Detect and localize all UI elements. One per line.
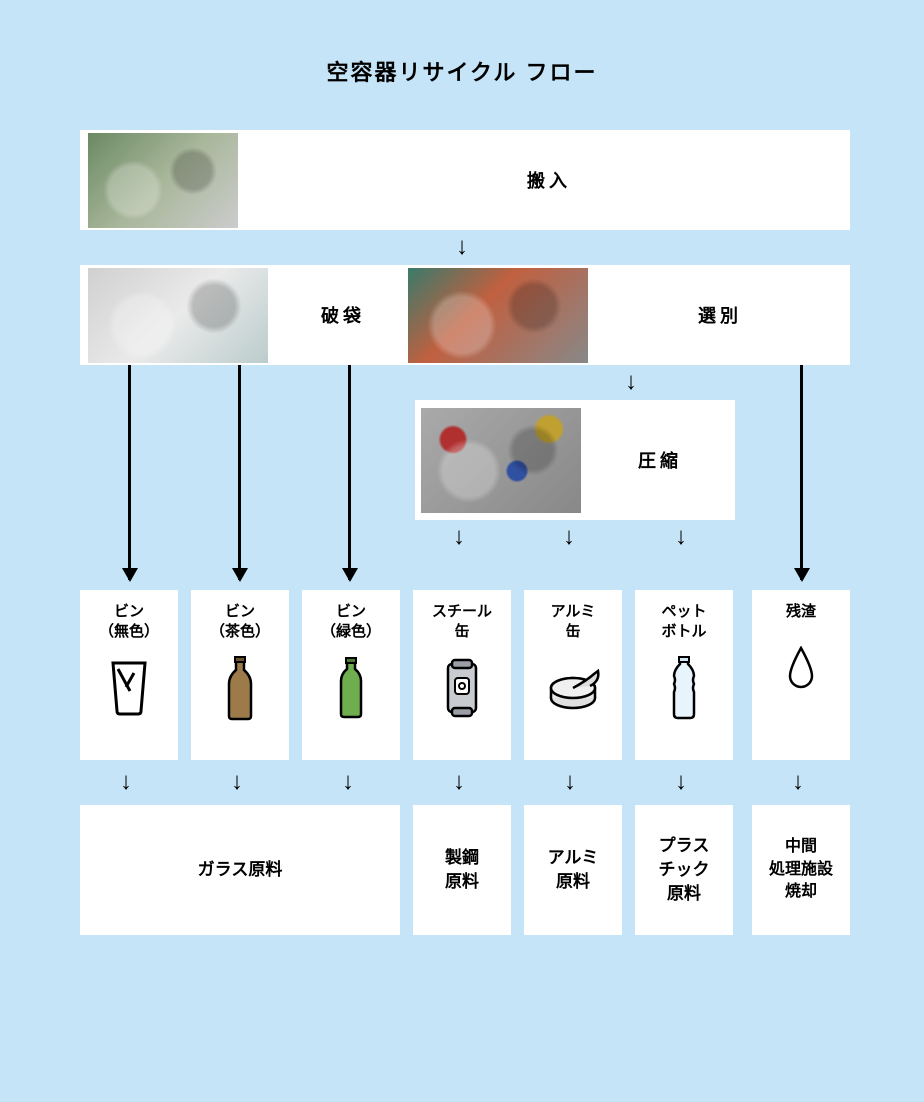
photo-sorting: [408, 268, 588, 363]
stage-compress: 圧縮: [415, 400, 735, 520]
arrow-down-icon: ↓: [564, 770, 576, 794]
cat-pet-bottle: ペットボトル: [635, 590, 733, 760]
arrow-down-icon: ↓: [675, 525, 687, 549]
out-steel: 製鋼 原料: [413, 805, 511, 935]
cat-bin-brown: ビン（茶色）: [191, 590, 289, 760]
arrow-down-icon: ↓: [120, 770, 132, 794]
cat-steel-can: スチール缶: [413, 590, 511, 760]
arrow-down-icon: ↓: [563, 525, 575, 549]
photo-intake: [88, 133, 238, 228]
arrow-long-icon: [800, 365, 803, 580]
arrow-down-icon: ↓: [456, 235, 468, 259]
cat-bin-green: ビン（緑色）: [302, 590, 400, 760]
label-bag-break: 破袋: [278, 302, 408, 328]
glass-brown-icon: [210, 653, 270, 723]
glass-green-icon: [321, 653, 381, 723]
cat-label: ビン（茶色）: [210, 602, 270, 641]
label-intake: 搬入: [248, 167, 850, 193]
cat-label: ビン（緑色）: [321, 602, 381, 641]
arrow-long-icon: [238, 365, 241, 580]
label-compress: 圧縮: [591, 447, 729, 473]
arrow-down-icon: ↓: [453, 525, 465, 549]
droplet-icon: [771, 634, 831, 704]
stage-bag-sort: 破袋 選別: [80, 265, 850, 365]
cat-label: ペットボトル: [661, 602, 706, 641]
label-sorting: 選別: [598, 302, 842, 328]
arrow-down-icon: ↓: [231, 770, 243, 794]
cat-alum-can: アルミ缶: [524, 590, 622, 760]
arrow-long-icon: [348, 365, 351, 580]
glass-clear-icon: [99, 653, 159, 723]
arrow-down-icon: ↓: [792, 770, 804, 794]
photo-bag-break: [88, 268, 268, 363]
cat-label: スチール缶: [432, 602, 492, 641]
arrow-down-icon: ↓: [342, 770, 354, 794]
cat-label: 残渣: [786, 602, 816, 622]
cat-label: アルミ缶: [551, 602, 596, 641]
arrow-down-icon: ↓: [625, 370, 637, 394]
out-plastic: プラス チック 原料: [635, 805, 733, 935]
out-residue: 中間 処理施設 焼却: [752, 805, 850, 935]
cat-label: ビン（無色）: [99, 602, 159, 641]
alum-can-icon: [543, 653, 603, 723]
stage-intake: 搬入: [80, 130, 850, 230]
steel-can-icon: [432, 653, 492, 723]
out-alum: アルミ 原料: [524, 805, 622, 935]
out-glass: ガラス原料: [80, 805, 400, 935]
arrow-down-icon: ↓: [453, 770, 465, 794]
page-title: 空容器リサイクル フロー: [0, 0, 924, 87]
cat-bin-clear: ビン（無色）: [80, 590, 178, 760]
cat-residue: 残渣: [752, 590, 850, 760]
arrow-down-icon: ↓: [675, 770, 687, 794]
pet-bottle-icon: [654, 653, 714, 723]
photo-compress: [421, 408, 581, 513]
flow-canvas: 搬入 ↓ 破袋 選別 ↓ 圧縮 ↓ ↓ ↓ ビン（無色） ビン（茶色） ビン（緑…: [80, 130, 850, 1030]
arrow-long-icon: [128, 365, 131, 580]
